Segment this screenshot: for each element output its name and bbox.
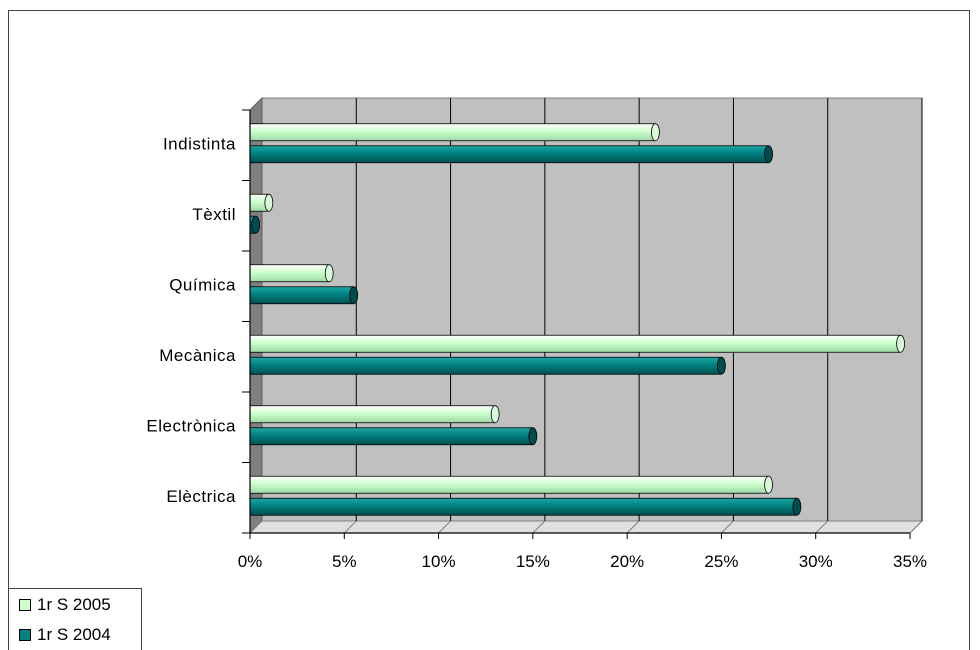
bar-2004-5 <box>249 145 769 164</box>
x-tick-label: 30% <box>799 552 833 571</box>
bar-cap-2004-4 <box>251 215 261 234</box>
legend-label-2005: 1r S 2005 <box>37 595 111 614</box>
bar-cap-2004-1 <box>528 427 538 446</box>
side-wall <box>249 96 263 535</box>
bars <box>249 123 905 516</box>
floor-gridline <box>343 520 357 534</box>
category-label: Tèxtil <box>192 205 236 224</box>
x-tick-label: 0% <box>238 552 263 571</box>
bar-2004-0 <box>249 497 798 516</box>
x-tick-label: 20% <box>610 552 644 571</box>
x-tick-label: 5% <box>332 552 357 571</box>
plot-area <box>248 96 924 535</box>
legend-item-2004: 1r S 2004 <box>19 625 111 645</box>
bar-2005-0 <box>249 475 769 494</box>
floor-gridline <box>721 520 734 534</box>
bar-cap-2005-2 <box>896 334 905 353</box>
gridlines <box>343 98 923 534</box>
floor-gridline <box>815 520 829 534</box>
category-labels: Elèctrica Electrònica Mecànica Química Tèxti… <box>146 134 236 506</box>
legend-item-2005: 1r S 2005 <box>19 595 111 615</box>
category-label: Mecànica <box>159 346 236 365</box>
bar-2004-1 <box>249 427 534 446</box>
x-tick-label: 35% <box>893 552 927 571</box>
bar-cap-2005-0 <box>764 475 773 494</box>
category-label: Elèctrica <box>166 487 236 506</box>
x-tick-label: 15% <box>516 552 550 571</box>
floor-gridline <box>438 520 451 534</box>
legend-label-2004: 1r S 2004 <box>37 625 111 644</box>
x-tick-label: 25% <box>704 552 738 571</box>
floor-gridline <box>626 520 640 534</box>
x-tick-label: 10% <box>422 552 456 571</box>
bar-2005-3 <box>249 264 330 283</box>
back-wall <box>261 97 923 522</box>
bar-cap-2004-2 <box>717 356 726 375</box>
bar-cap-2004-3 <box>349 286 359 305</box>
bar-2004-2 <box>249 356 722 375</box>
floor-gridline <box>909 520 923 534</box>
category-label: Química <box>169 275 236 294</box>
bar-2005-5 <box>249 123 656 142</box>
bar-2004-3 <box>249 286 355 305</box>
bar-cap-2005-5 <box>651 123 660 142</box>
bar-cap-2004-5 <box>764 145 773 164</box>
floor-gridline <box>532 520 546 534</box>
bar-cap-2005-1 <box>490 405 500 424</box>
legend-swatch-2004 <box>19 629 31 641</box>
bar-2005-2 <box>249 334 901 353</box>
bar-cap-2005-4 <box>264 193 274 212</box>
axes <box>242 109 911 539</box>
bar-2005-1 <box>249 405 496 424</box>
category-label: Electrònica <box>146 416 236 435</box>
legend-swatch-2005 <box>19 599 31 611</box>
bar-cap-2004-0 <box>792 497 802 516</box>
legend: 1r S 2005 1r S 2004 <box>8 588 142 650</box>
bar-cap-2005-3 <box>324 264 334 283</box>
x-tick-labels: 0% 5% 10% 15% 20% 25% 30% 35% <box>238 552 927 571</box>
category-label: Indistinta <box>163 134 236 153</box>
